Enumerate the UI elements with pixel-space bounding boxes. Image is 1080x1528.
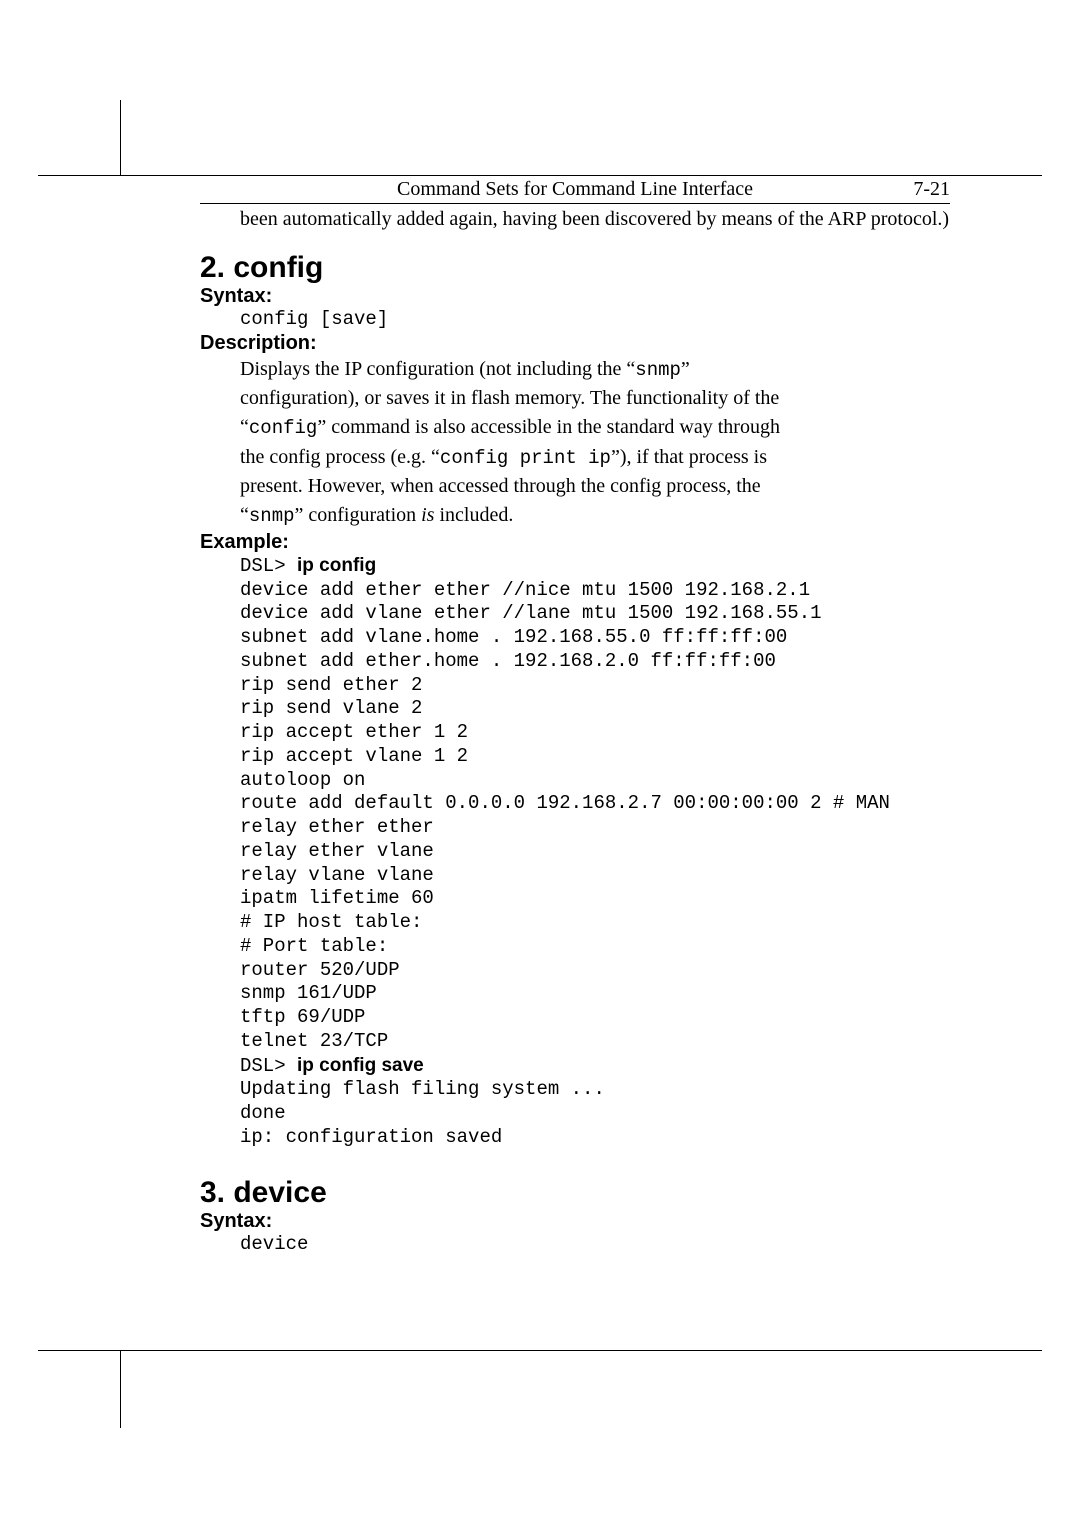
syntax-line-2: config [save]: [240, 308, 950, 332]
example-label-2: Example:: [200, 531, 950, 554]
t: ip config save: [297, 1055, 424, 1076]
t: ”: [681, 358, 690, 380]
t: ip config: [297, 555, 376, 576]
rule-top-right: [120, 175, 1042, 176]
rule-bottom-right: [120, 1350, 1042, 1351]
section-3-heading: 3. device: [200, 1176, 950, 1210]
t: is: [421, 504, 434, 526]
t: ” configuration: [295, 504, 422, 526]
page-number: 7-21: [913, 178, 950, 201]
desc-line-2: configuration), or saves it in flash mem…: [240, 384, 950, 413]
t: DSL>: [240, 1055, 297, 1077]
syntax-line-3: device: [240, 1233, 950, 1257]
example-prompt-2: DSL> ip config save: [240, 1054, 950, 1079]
t: “: [240, 416, 249, 438]
syntax-label-3: Syntax:: [200, 1210, 950, 1233]
desc-line-5: present. However, when accessed through …: [240, 472, 950, 501]
description-body-2: Displays the IP configuration (not inclu…: [240, 355, 950, 531]
rule-top-vertical: [120, 100, 121, 175]
t: ”), if that process is: [611, 446, 767, 468]
running-head-title: Command Sets for Command Line Interface: [397, 178, 753, 200]
description-label-2: Description:: [200, 332, 950, 355]
page: Command Sets for Command Line Interface …: [0, 0, 1080, 1528]
content-column: Command Sets for Command Line Interface …: [200, 178, 950, 1256]
desc-line-1: Displays the IP configuration (not inclu…: [240, 355, 950, 385]
example-block-1: device add ether ether //nice mtu 1500 1…: [240, 579, 950, 1054]
example-block-2: Updating flash filing system ... done ip…: [240, 1078, 950, 1149]
desc-line-4: the config process (e.g. “config print i…: [240, 443, 950, 473]
desc-line-6: “snmp” configuration is included.: [240, 501, 950, 531]
top-paragraph: been automatically added again, having b…: [240, 206, 950, 233]
t: ” command is also accessible in the stan…: [317, 416, 780, 438]
t: “: [240, 504, 249, 526]
rule-bottom-vertical: [120, 1350, 121, 1428]
t: included.: [434, 504, 513, 526]
t: snmp: [249, 505, 295, 527]
running-head: Command Sets for Command Line Interface …: [200, 178, 950, 201]
rule-top-left: [38, 175, 120, 176]
running-head-underline: [200, 203, 950, 204]
t: config: [249, 417, 317, 439]
t: Displays the IP configuration (not inclu…: [240, 358, 635, 380]
desc-line-3: “config” command is also accessible in t…: [240, 413, 950, 443]
t: config print ip: [440, 447, 611, 469]
t: the config process (e.g. “: [240, 446, 440, 468]
rule-bottom-left: [38, 1350, 120, 1351]
example-prompt-1: DSL> ip config: [240, 554, 950, 579]
t: DSL>: [240, 555, 297, 577]
syntax-label-2: Syntax:: [200, 285, 950, 308]
t: snmp: [635, 359, 681, 381]
section-2-heading: 2. config: [200, 251, 950, 285]
